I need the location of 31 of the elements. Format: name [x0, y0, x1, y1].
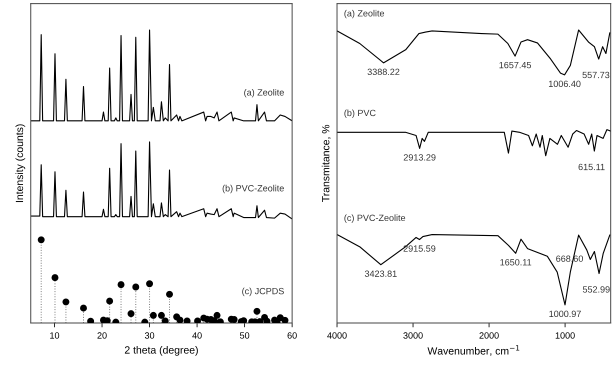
series-label: (b) PVC: [344, 110, 376, 118]
annotation: 2913.29: [404, 154, 436, 161]
annotation: 1006.40: [548, 80, 581, 88]
x-tick-label: 10: [50, 332, 60, 339]
x-tick-label: 50: [240, 332, 250, 339]
y-axis-title: Transmitance, %: [322, 124, 331, 202]
x-tick-label: 60: [288, 332, 297, 339]
x-tick-label: 2000: [479, 332, 499, 339]
x-tick-label: 30: [144, 332, 154, 339]
x-tick-label: 1000: [556, 332, 575, 339]
x-axis-title: Wavenumber, cm$^{−1}$: [427, 345, 520, 356]
x-tick-label: 20: [97, 332, 107, 339]
annotation: 552.99: [582, 286, 610, 293]
annotation: 3423.81: [364, 270, 397, 277]
annotation: 2915.59: [404, 245, 436, 252]
x-axis-title: 2 theta (degree): [124, 346, 198, 356]
series-label: (c) PVC-Zeolite: [344, 214, 406, 223]
annotation: 3388.22: [368, 68, 400, 76]
series-label: (a) Zeolite: [344, 10, 384, 18]
annotation: 615.11: [578, 164, 605, 170]
series-label: (c) JCPDS: [242, 288, 284, 296]
x-tick-label: 4000: [327, 332, 347, 339]
annotation: 557.73: [582, 72, 610, 78]
x-tick-label: 3000: [403, 332, 423, 339]
series-label: (a) Zeolite: [244, 88, 284, 98]
annotation: 1000.97: [549, 310, 581, 318]
annotation: 1650.11: [500, 259, 532, 266]
series-label: (b) PVC-Zeolite: [222, 184, 284, 194]
y-axis-title: Intensity (counts): [15, 124, 26, 202]
annotation: 1657.45: [499, 62, 532, 68]
x-tick-label: 40: [192, 332, 202, 339]
